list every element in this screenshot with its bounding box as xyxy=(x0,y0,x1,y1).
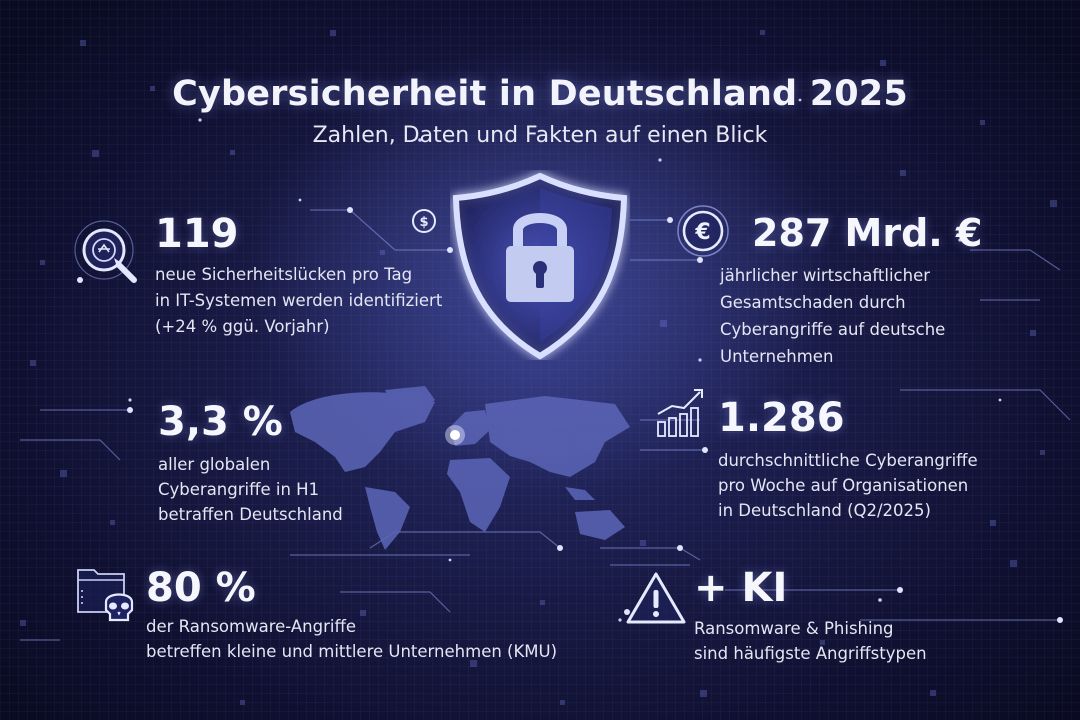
world-map-germany-highlight xyxy=(285,382,635,552)
stat-desc-line: in IT-Systemen werden identifiziert xyxy=(155,291,443,310)
euro-icon: € xyxy=(676,204,730,258)
stat-desc-line: Cyberangriffe auf deutsche xyxy=(720,320,946,339)
magnifier-bug-icon xyxy=(68,218,148,298)
stat-description: jährlicher wirtschaftlicher Gesamtschade… xyxy=(720,262,982,370)
folder-skull-icon xyxy=(76,566,140,630)
bar-chart-up-icon xyxy=(654,384,710,440)
stat-desc-line: der Ransomware-Angriffe xyxy=(146,617,356,636)
page-title: Cybersicherheit in Deutschland 2025 xyxy=(172,74,908,114)
stat-economic-damage: 287 Mrd. € jährlicher wirtschaftlicher G… xyxy=(720,214,982,370)
stat-desc-line: betraffen Deutschland xyxy=(158,505,343,524)
stat-desc-line: sind häufigste Angriffstypen xyxy=(694,644,927,663)
stat-desc-line: betreffen kleine und mittlere Unternehme… xyxy=(146,642,558,661)
stat-desc-line: durchschnittliche Cyberangriffe xyxy=(718,451,978,470)
stat-ransomware-kmu: 80 % der Ransomware-Angriffe betreffen k… xyxy=(146,568,557,664)
stat-desc-line: Cyberangriffe in H1 xyxy=(158,480,320,499)
stat-description: durchschnittliche Cyberangriffe pro Woch… xyxy=(718,448,978,523)
stat-value: 1.286 xyxy=(718,395,845,441)
stat-description: aller globalen Cyberangriffe in H1 betra… xyxy=(158,452,343,527)
stat-desc-line: in Deutschland (Q2/2025) xyxy=(718,501,931,520)
stat-value: 287 Mrd. € xyxy=(752,211,983,255)
stat-desc-line: (+24 % ggü. Vorjahr) xyxy=(155,317,330,336)
stat-description: neue Sicherheitslücken pro Tag in IT-Sys… xyxy=(155,262,442,340)
stat-ai-threats: + KI Ransomware & Phishing sind häufigst… xyxy=(694,568,927,666)
stat-desc-line: neue Sicherheitslücken pro Tag xyxy=(155,265,413,284)
stat-value: + KI xyxy=(694,565,788,611)
stat-description: Ransomware & Phishing sind häufigste Ang… xyxy=(694,616,927,666)
stat-desc-line: Gesamtschaden durch xyxy=(720,293,906,312)
stat-desc-line: aller globalen xyxy=(158,455,271,474)
svg-text:$: $ xyxy=(419,215,428,230)
stat-value: 80 % xyxy=(146,565,256,611)
stat-global-share: 3,3 % aller globalen Cyberangriffe in H1… xyxy=(158,402,343,527)
stat-desc-line: Ransomware & Phishing xyxy=(694,619,894,638)
stat-value: 3,3 % xyxy=(158,399,283,445)
stat-value: 119 xyxy=(155,211,239,257)
stat-vulnerabilities: 119 neue Sicherheitslücken pro Tag in IT… xyxy=(155,214,442,340)
stat-desc-line: pro Woche auf Organisationen xyxy=(718,476,969,495)
stat-desc-line: jährlicher wirtschaftlicher xyxy=(720,266,931,285)
page-subtitle: Zahlen, Daten und Fakten auf einen Blick xyxy=(312,123,768,148)
stat-description: der Ransomware-Angriffe betreffen kleine… xyxy=(146,614,557,664)
stat-weekly-attacks: 1.286 durchschnittliche Cyberangriffe pr… xyxy=(718,398,978,523)
svg-text:€: € xyxy=(694,220,710,245)
shield-lock-icon xyxy=(450,170,630,360)
warning-icon xyxy=(624,570,688,626)
stat-desc-line: Unternehmen xyxy=(720,347,834,366)
dollar-coin-icon: $ xyxy=(411,208,437,234)
